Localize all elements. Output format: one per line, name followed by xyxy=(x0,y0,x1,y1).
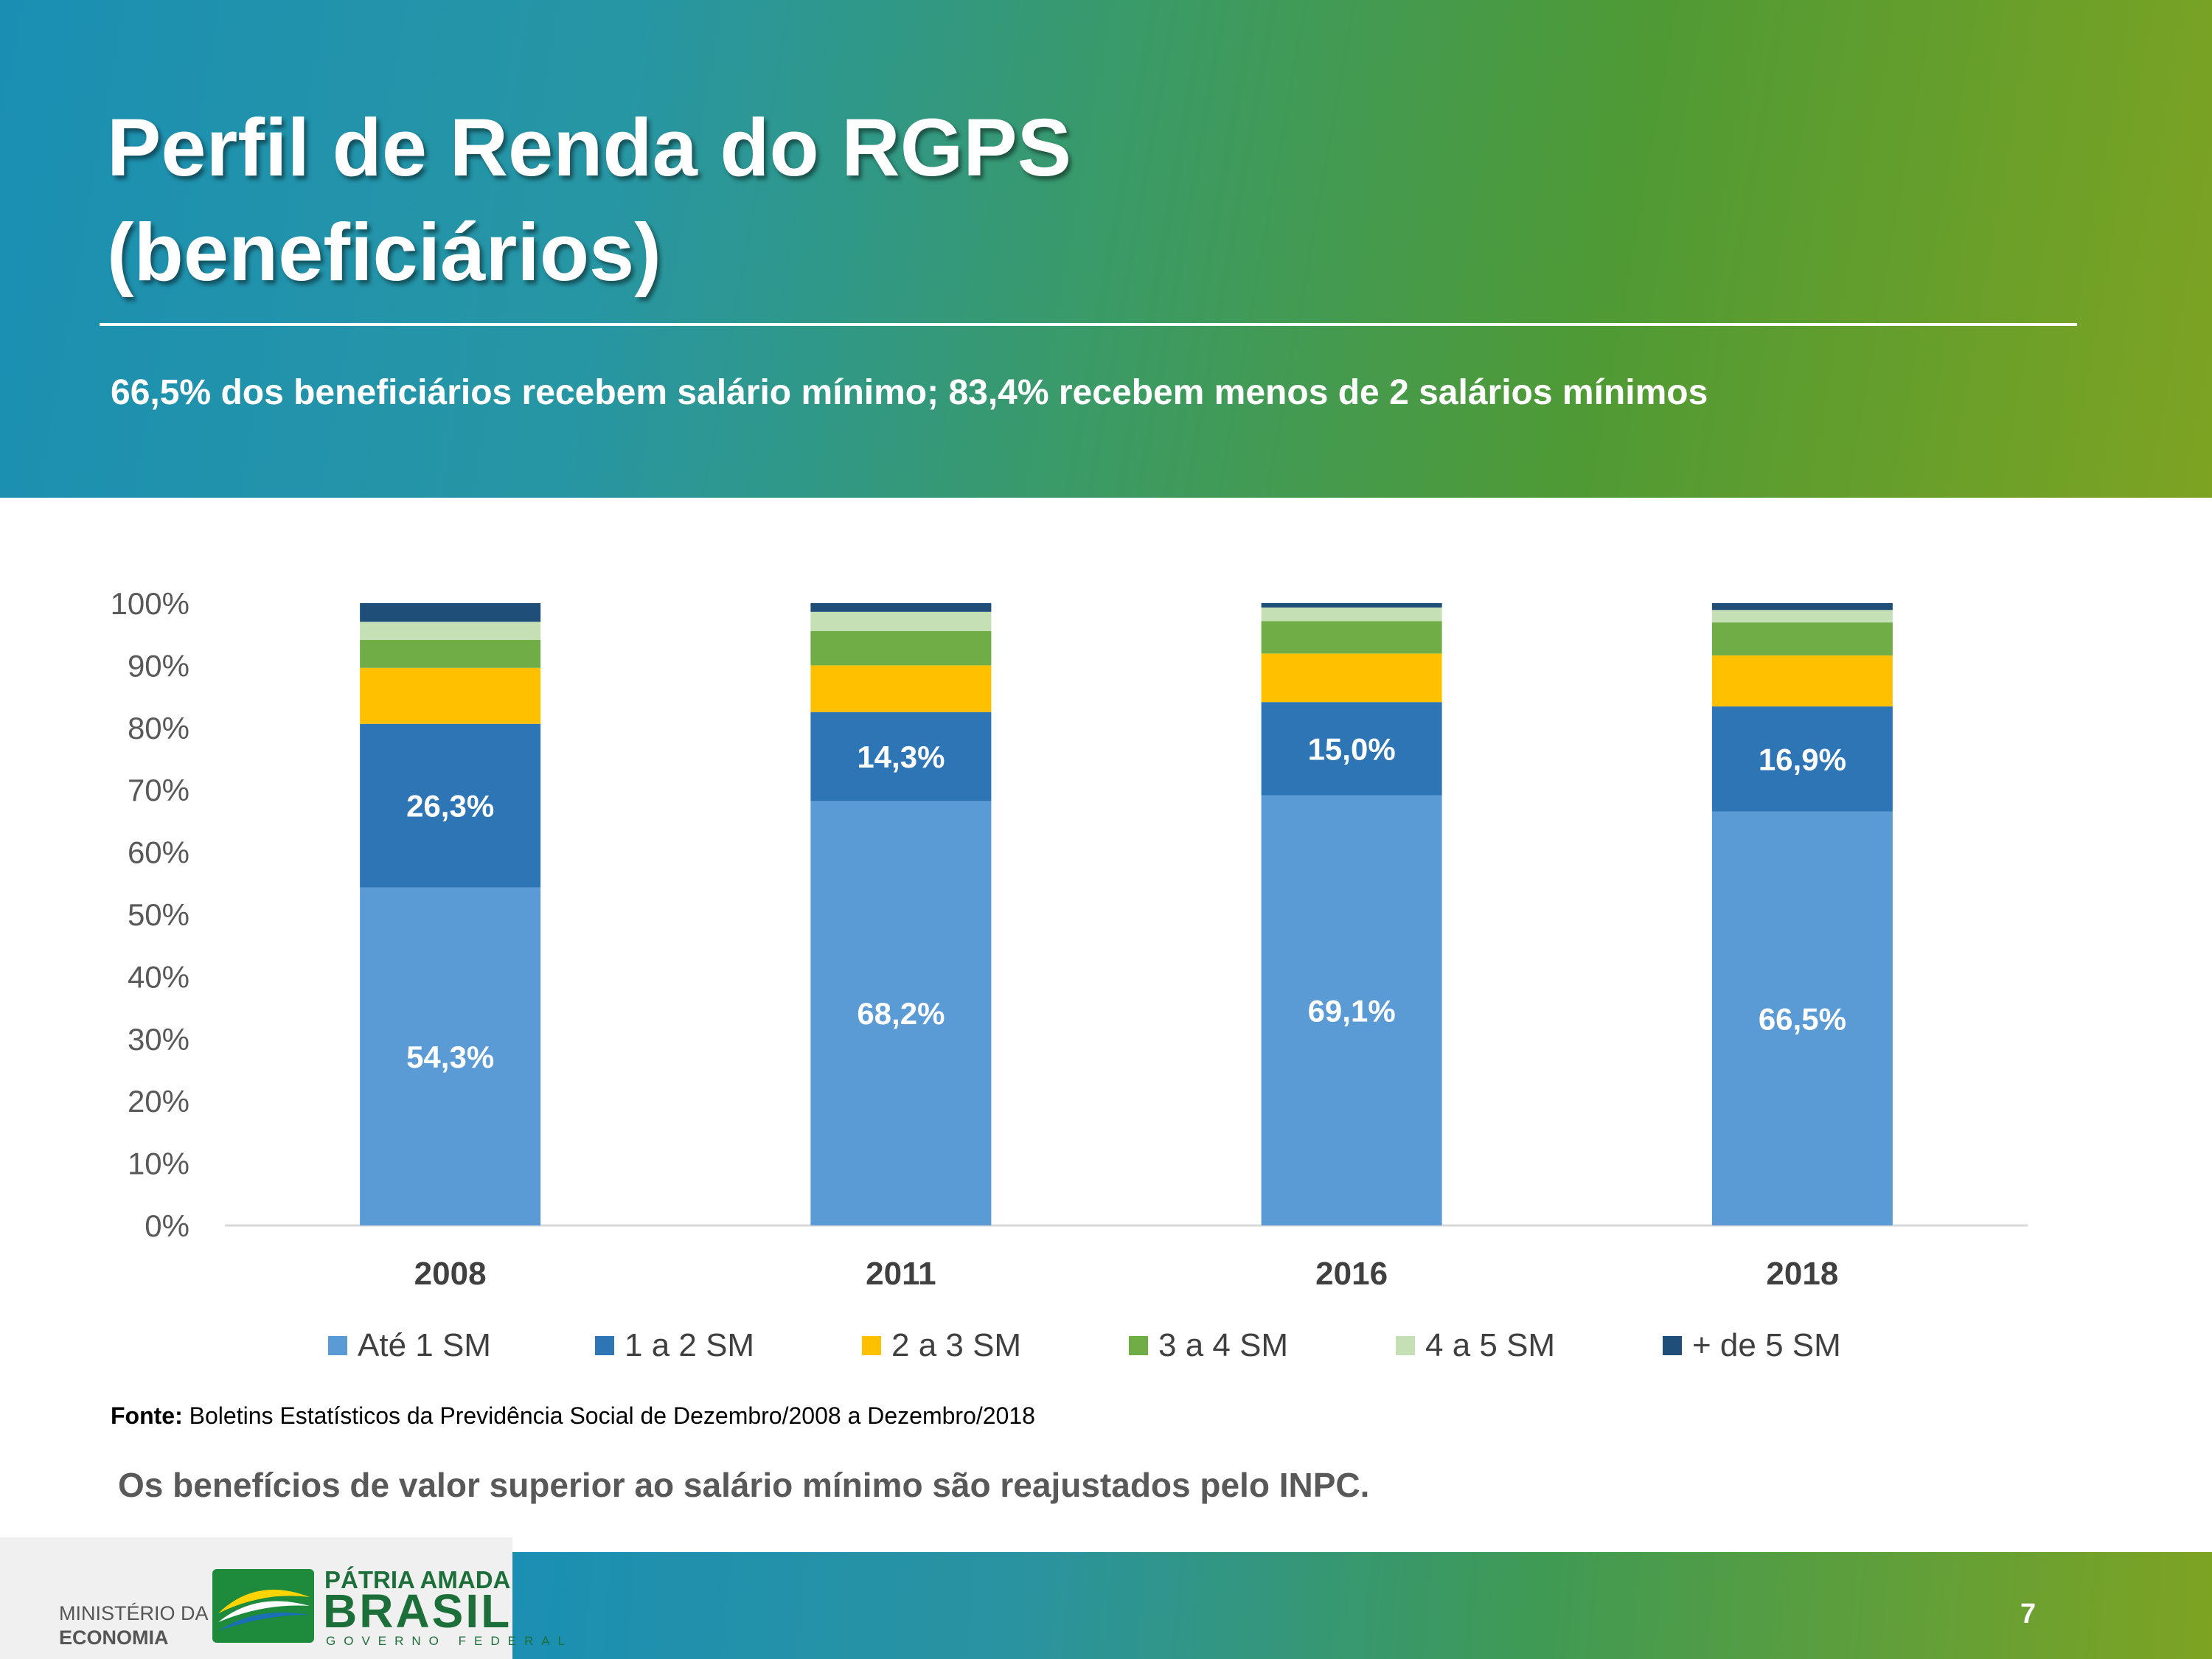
legend-label: 3 a 4 SM xyxy=(1158,1327,1289,1363)
brand-patria-amada: PÁTRIA AMADA xyxy=(324,1566,511,1593)
bar-segment xyxy=(360,603,541,622)
bar-segment xyxy=(1711,706,1893,812)
source-note: Fonte: Boletins Estatísticos da Previdên… xyxy=(111,1402,1035,1430)
legend-swatch xyxy=(1129,1336,1148,1355)
title-divider xyxy=(100,323,2077,326)
bar-segment xyxy=(1261,621,1442,654)
brand-governo-federal: GOVERNO FEDERAL xyxy=(326,1634,574,1648)
data-label: 15,0% xyxy=(1308,731,1396,766)
legend-label: 2 a 3 SM xyxy=(891,1327,1022,1363)
legend-swatch xyxy=(1663,1336,1682,1355)
legend-swatch xyxy=(328,1336,347,1355)
source-text: Boletins Estatísticos da Previdência Soc… xyxy=(182,1402,1035,1429)
x-tick-label: 2016 xyxy=(1315,1256,1388,1292)
legend-item: 4 a 5 SM xyxy=(1396,1327,1555,1364)
bar-segment xyxy=(1261,653,1442,703)
data-label: 16,9% xyxy=(1759,742,1846,776)
bar-segment xyxy=(360,667,541,724)
bar-segment xyxy=(810,712,992,801)
footer-bar xyxy=(512,1552,2212,1659)
brand-brasil: BRASIL xyxy=(323,1585,512,1638)
source-label: Fonte: xyxy=(111,1402,183,1429)
y-tick-label: 80% xyxy=(128,711,189,745)
data-label: 14,3% xyxy=(857,740,945,774)
bar-segment xyxy=(1261,795,1442,1225)
bar-segment xyxy=(1711,610,1893,623)
bar-segment xyxy=(1261,607,1442,622)
legend-swatch xyxy=(595,1336,614,1355)
legend-item: 3 a 4 SM xyxy=(1129,1327,1288,1364)
x-tick-label: 2008 xyxy=(414,1256,487,1292)
y-tick-label: 40% xyxy=(128,959,189,994)
stacked-bar-chart: 0% 10% 20% 30% 40% 50% 60% 70% 80% 90% 100% 54,3% 2… xyxy=(111,586,2028,1292)
bar-segment xyxy=(1711,603,1893,611)
x-tick-label: 2018 xyxy=(1766,1256,1838,1292)
data-label: 26,3% xyxy=(406,789,494,824)
legend-label: 1 a 2 SM xyxy=(625,1327,755,1363)
bar-segment xyxy=(360,639,541,668)
bar-segment xyxy=(810,603,992,612)
legend-swatch xyxy=(1396,1336,1415,1355)
y-tick-label: 10% xyxy=(128,1147,189,1181)
y-tick-label: 20% xyxy=(128,1084,189,1119)
bar-segment xyxy=(1261,702,1442,796)
y-tick-label: 60% xyxy=(128,835,189,870)
y-tick-label: 30% xyxy=(128,1022,189,1057)
page-number: 7 xyxy=(2020,1599,2037,1630)
data-label: 54,3% xyxy=(406,1040,494,1074)
legend-swatch xyxy=(862,1336,881,1355)
title-line-1: Perfil de Renda do RGPS xyxy=(107,102,1072,193)
chart-legend: Até 1 SM 1 a 2 SM 2 a 3 SM 3 a 4 SM 4 a 5 SM… xyxy=(328,1327,1950,1371)
footnote: Os benefícios de valor superior ao salár… xyxy=(118,1466,1370,1504)
subtitle: 66,5% dos beneficiários recebem salário … xyxy=(111,373,1708,412)
x-tick-label: 2011 xyxy=(866,1256,936,1292)
bar-segment xyxy=(810,801,992,1225)
data-label: 69,1% xyxy=(1308,993,1396,1028)
legend-item: 1 a 2 SM xyxy=(595,1327,754,1364)
y-tick-label: 90% xyxy=(128,648,189,683)
legend-label: Até 1 SM xyxy=(358,1327,491,1363)
title-line-2: (beneficiários) xyxy=(107,207,661,298)
bar-segment xyxy=(1711,655,1893,707)
data-label: 66,5% xyxy=(1759,1001,1846,1036)
bar-segment xyxy=(1711,622,1893,655)
y-tick-label: 50% xyxy=(128,897,189,932)
header-banner: Perfil de Renda do RGPS (beneficiários) … xyxy=(0,0,2212,498)
bar-segment xyxy=(810,611,992,631)
bar-segment xyxy=(1261,603,1442,608)
bar-segment xyxy=(360,723,541,888)
ministry-logo: MINISTÉRIO DA ECONOMIA xyxy=(59,1601,209,1650)
bar-segment xyxy=(1711,811,1893,1225)
y-tick-label: 70% xyxy=(128,773,189,807)
bar-segment xyxy=(360,887,541,1225)
bar-segment xyxy=(810,665,992,712)
legend-item: 2 a 3 SM xyxy=(862,1327,1021,1364)
ministry-line-1: MINISTÉRIO DA xyxy=(59,1602,209,1624)
bar-segment xyxy=(360,622,541,640)
page-title: Perfil de Renda do RGPS (beneficiários) xyxy=(107,96,1877,305)
ministry-line-2: ECONOMIA xyxy=(59,1627,169,1649)
data-label: 68,2% xyxy=(857,996,945,1031)
legend-item: + de 5 SM xyxy=(1663,1327,1841,1364)
legend-label: + de 5 SM xyxy=(1692,1327,1841,1363)
legend-label: 4 a 5 SM xyxy=(1425,1327,1556,1363)
legend-item: Até 1 SM xyxy=(328,1327,491,1364)
y-tick-label: 100% xyxy=(111,586,189,621)
bar-segment xyxy=(810,630,992,666)
brasil-flag-icon xyxy=(212,1569,314,1643)
y-tick-label: 0% xyxy=(145,1208,189,1243)
